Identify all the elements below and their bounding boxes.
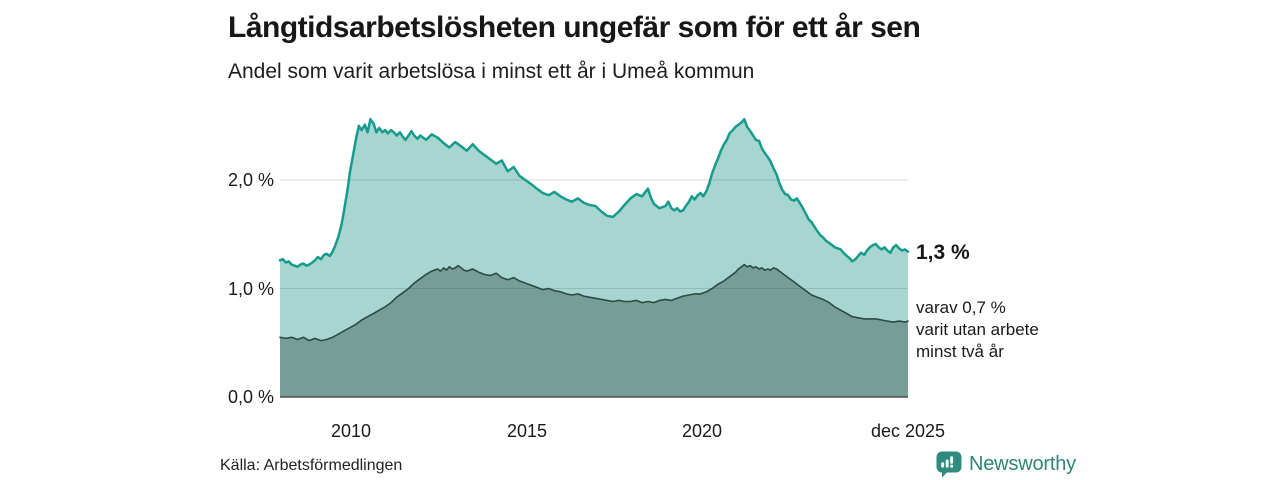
end-note-line-1: varav 0,7 %	[916, 298, 1006, 317]
x-axis-label-dec-2025: dec 2025	[870, 421, 946, 441]
series-area-0	[280, 119, 908, 397]
page-title: Långtidsarbetslösheten ungefär som för e…	[228, 11, 921, 44]
chart-subtitle: Andel som varit arbetslösa i minst ett å…	[228, 60, 755, 83]
series-line-0	[278, 117, 910, 269]
end-note-line-3: minst två år	[916, 342, 1004, 361]
x-axis-label-2015: 2015	[506, 421, 548, 441]
end-note-line-2: varit utan arbete	[916, 320, 1039, 339]
source-note: Källa: Arbetsförmedlingen	[220, 457, 403, 474]
series-end-note: varav 0,7 % varit utan arbete minst två …	[916, 297, 1039, 363]
newsworthy-icon	[936, 451, 962, 477]
x-axis-label-2020: 2020	[681, 421, 723, 441]
y-axis-label-2: 2,0 %	[227, 170, 274, 190]
newsworthy-logo: Newsworthy	[936, 450, 1076, 478]
x-axis-label-2010: 2010	[330, 421, 372, 441]
y-axis-label-0: 0,0 %	[227, 387, 274, 407]
series-line-1	[279, 263, 909, 342]
newsworthy-wordmark: Newsworthy	[969, 452, 1076, 475]
series-area-1	[280, 264, 908, 397]
series-end-value-label: 1,3 %	[916, 241, 970, 264]
y-axis-label-1: 1,0 %	[227, 279, 274, 299]
